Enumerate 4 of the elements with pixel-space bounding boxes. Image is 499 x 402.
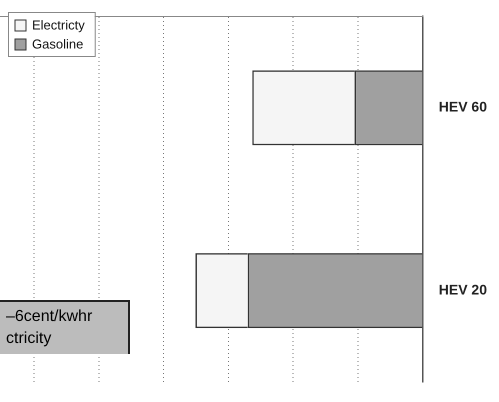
legend-label: Electricty bbox=[32, 18, 86, 33]
y-tick-label: HEV 60 bbox=[438, 98, 488, 115]
legend-label: Gasoline bbox=[32, 36, 84, 52]
y-tick-label: HEV 20 bbox=[438, 281, 488, 298]
